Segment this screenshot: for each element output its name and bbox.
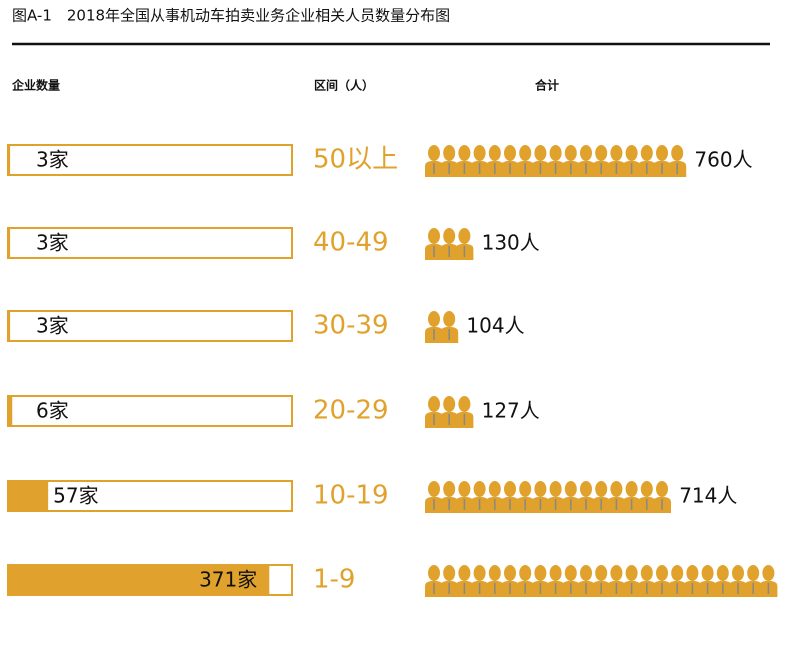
total-label: 104人 (466, 314, 524, 338)
bar (8, 565, 270, 595)
person-head (625, 565, 638, 581)
person-head (580, 565, 592, 581)
category-label: 30-39 (313, 311, 389, 341)
total-label: 127人 (482, 399, 540, 423)
person-head (473, 481, 486, 497)
people-icons (425, 396, 474, 428)
bar-label: 6家 (36, 399, 69, 423)
person-head (504, 565, 516, 581)
bar-label: 3家 (36, 148, 69, 172)
bar (8, 311, 11, 341)
person-head (625, 145, 638, 161)
bar-label: 3家 (36, 314, 69, 338)
person-head (732, 565, 744, 581)
person-head (656, 565, 668, 581)
category-label: 20-29 (313, 396, 389, 426)
person-head (458, 228, 471, 244)
person-head (595, 145, 608, 161)
person-head (549, 565, 562, 581)
column-header: 区间（人） (314, 78, 374, 93)
people-icons (425, 145, 687, 177)
bar (8, 145, 11, 175)
person-head (610, 145, 623, 161)
person-head (443, 145, 456, 161)
category-label: 40-49 (313, 228, 389, 258)
person-head (428, 396, 440, 412)
person-head (656, 145, 668, 161)
person-head (701, 565, 714, 581)
person-head (488, 481, 501, 497)
people-icons (425, 565, 778, 597)
person-head (640, 145, 653, 161)
person-head (656, 481, 668, 497)
total-label: 760人 (694, 148, 752, 172)
person-head (443, 396, 456, 412)
column-header: 企业数量 (11, 78, 60, 93)
person-head (504, 145, 516, 161)
person-head (564, 145, 577, 161)
person-head (640, 565, 653, 581)
person-head (595, 481, 608, 497)
category-label: 50以上 (313, 145, 398, 175)
person-head (762, 565, 775, 581)
person-head (443, 228, 456, 244)
person-head (686, 565, 699, 581)
people-icons (425, 228, 474, 260)
person-head (534, 145, 547, 161)
bar-label: 371家 (199, 568, 257, 592)
person-head (519, 145, 532, 161)
person-head (564, 565, 577, 581)
person-head (519, 565, 532, 581)
person-head (610, 481, 623, 497)
person-head (747, 565, 760, 581)
person-head (428, 311, 440, 327)
person-head (488, 145, 501, 161)
person-head (671, 565, 684, 581)
person-head (428, 228, 440, 244)
category-label: 10-19 (313, 481, 389, 511)
total-label: 130人 (482, 231, 540, 255)
category-label: 1-9 (313, 565, 355, 595)
person-head (458, 481, 471, 497)
person-head (534, 565, 547, 581)
person-head (640, 481, 653, 497)
person-head (549, 481, 562, 497)
people-icons (425, 311, 459, 343)
person-head (443, 481, 456, 497)
person-head (443, 565, 456, 581)
person-head (625, 481, 638, 497)
person-head (473, 565, 486, 581)
person-head (580, 145, 592, 161)
person-head (458, 396, 471, 412)
people-icons (425, 481, 671, 513)
bar (8, 396, 13, 426)
person-head (716, 565, 729, 581)
bar-frame (7, 480, 293, 512)
person-head (428, 481, 440, 497)
person-head (443, 311, 456, 327)
person-head (458, 145, 471, 161)
person-head (473, 145, 486, 161)
bar-label: 57家 (53, 484, 98, 508)
person-head (534, 481, 547, 497)
person-head (595, 565, 608, 581)
bar-label: 3家 (36, 231, 69, 255)
person-head (488, 565, 501, 581)
person-head (564, 481, 577, 497)
person-head (671, 145, 684, 161)
bar (8, 228, 11, 258)
chart-title: 图A-1 2018年全国从事机动车拍卖业务企业相关人员数量分布图 (12, 7, 450, 25)
person-head (504, 481, 516, 497)
person-head (519, 481, 532, 497)
person-head (428, 145, 440, 161)
person-head (580, 481, 592, 497)
person-head (458, 565, 471, 581)
total-label: 714人 (679, 484, 737, 508)
person-head (428, 565, 440, 581)
column-header: 合计 (535, 78, 559, 93)
person-head (610, 565, 623, 581)
person-head (549, 145, 562, 161)
bar (8, 481, 49, 511)
